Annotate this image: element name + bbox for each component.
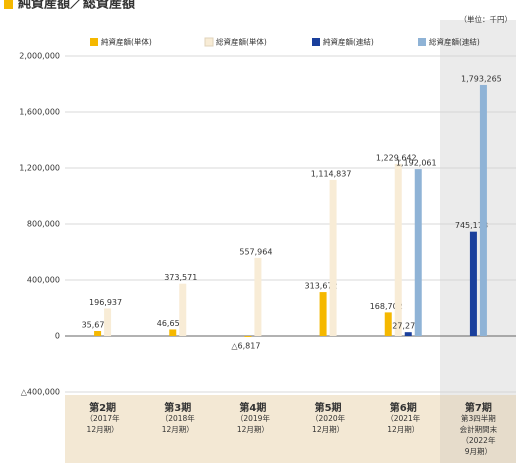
value-label: 196,937 <box>89 298 122 307</box>
x-tick-label: 12月期） <box>387 425 419 434</box>
x-tick-label: 第4期 <box>239 401 266 414</box>
y-tick-label: 400,000 <box>27 276 60 285</box>
bar <box>414 169 422 336</box>
bar <box>319 292 327 336</box>
value-label: 745,178 <box>455 221 488 230</box>
bar <box>404 332 412 336</box>
title-marker <box>4 0 13 9</box>
x-tick-label: （2018年 <box>161 413 196 423</box>
bar <box>469 231 477 336</box>
x-tick-label: 第7期 <box>465 401 492 414</box>
x-tick-label: 会計期間末 <box>460 424 498 434</box>
x-tick-label: 第3期 <box>164 401 191 414</box>
highlight-column <box>440 20 516 463</box>
value-label: 313,672 <box>305 282 338 291</box>
value-label: 557,964 <box>239 247 272 256</box>
value-label: 1,114,837 <box>311 169 352 178</box>
x-tick-label: 12月期） <box>162 425 194 434</box>
y-tick-label: △400,000 <box>21 388 60 397</box>
x-tick-label: 第5期 <box>315 401 342 414</box>
value-label: 1,229,642 <box>376 153 417 162</box>
bar <box>254 257 262 336</box>
value-label: 168,702 <box>370 302 403 311</box>
x-tick-label: 12月期） <box>87 425 119 434</box>
value-label: 1,793,265 <box>461 74 502 83</box>
bar <box>384 312 392 336</box>
bar <box>94 331 102 336</box>
legend-label: 純資産額(連結) <box>323 37 374 47</box>
x-tick-label: （2021年 <box>386 413 421 423</box>
chart-title: 純資産額／総資産額 <box>18 0 135 12</box>
x-tick-label: （2017年 <box>86 413 121 423</box>
y-tick-label: 1,600,000 <box>19 108 60 117</box>
y-tick-label: 2,000,000 <box>19 52 60 61</box>
y-tick-label: 0 <box>55 332 60 341</box>
unit-label: （単位：千円） <box>460 14 513 24</box>
x-tick-label: 第3四半期 <box>461 413 496 423</box>
x-tick-label: 12月期） <box>312 425 344 434</box>
bar <box>169 329 177 336</box>
value-label: 46,659 <box>157 319 185 328</box>
value-label: △6,817 <box>231 341 260 350</box>
legend-swatch <box>418 38 426 46</box>
x-tick-label: 9月期） <box>465 447 492 456</box>
value-label: 373,571 <box>164 273 197 282</box>
legend-swatch <box>90 38 98 46</box>
bar <box>479 84 487 336</box>
bar <box>244 336 252 337</box>
x-tick-label: 12月期） <box>237 425 269 434</box>
legend-swatch <box>312 38 320 46</box>
y-tick-label: 1,200,000 <box>19 164 60 173</box>
y-tick-label: 800,000 <box>27 220 60 229</box>
bar <box>329 179 337 336</box>
legend-label: 総資産額(連結) <box>429 37 480 47</box>
legend-label: 純資産額(単体) <box>101 37 152 47</box>
bar <box>179 283 187 336</box>
x-tick-label: （2022年 <box>461 435 496 445</box>
value-label: 1,192,061 <box>396 159 437 168</box>
bar <box>394 163 402 336</box>
x-tick-label: 第6期 <box>390 401 417 414</box>
x-tick-label: （2019年 <box>236 413 271 423</box>
legend-label: 総資産額(単体) <box>216 37 267 47</box>
category-band-highlight <box>440 395 516 463</box>
value-label: 35,675 <box>82 321 110 330</box>
legend-swatch <box>204 37 214 47</box>
x-tick-label: 第2期 <box>89 401 116 414</box>
bar <box>104 308 112 336</box>
value-label: 27,279 <box>392 322 420 331</box>
x-tick-label: （2020年 <box>311 413 346 423</box>
